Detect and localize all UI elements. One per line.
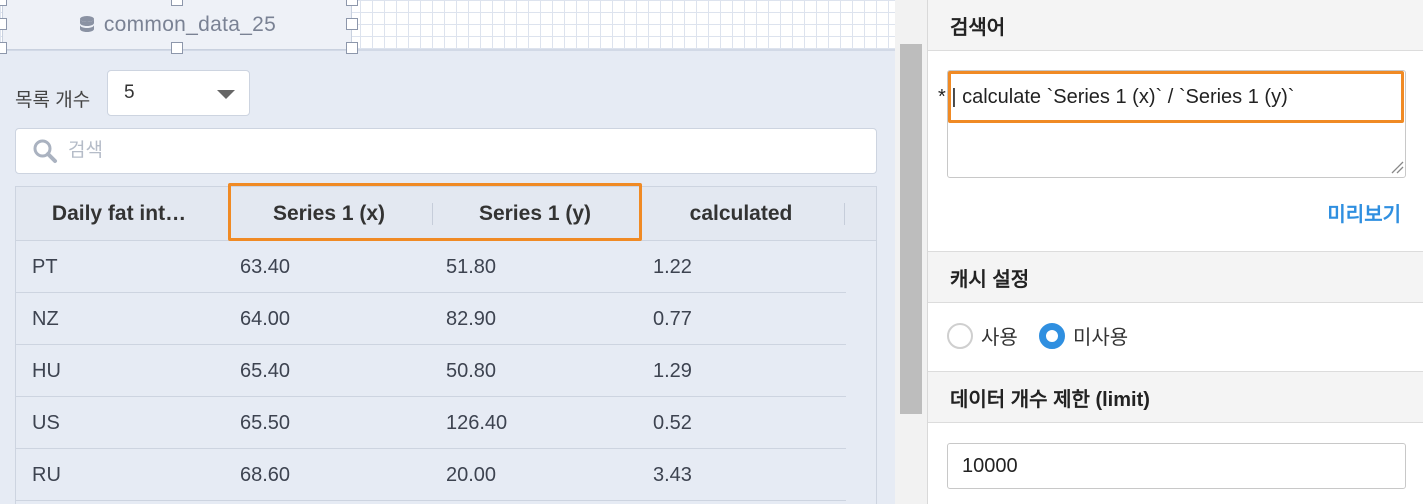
- chevron-down-icon: [217, 90, 235, 99]
- cache-option-nouse[interactable]: 미사용: [1039, 321, 1128, 350]
- resize-handle[interactable]: [0, 0, 7, 6]
- table-cell: 68.60: [240, 463, 291, 486]
- table-cell: 65.50: [240, 411, 291, 434]
- table-row[interactable]: NZ 64.00 82.90 0.77: [16, 293, 846, 345]
- list-count-value: 5: [124, 82, 135, 103]
- resize-handle[interactable]: [0, 42, 7, 54]
- table-cell: 0.77: [653, 307, 692, 330]
- table-cell: 1.29: [653, 359, 692, 382]
- search-icon: [33, 139, 57, 163]
- table-cell: US: [32, 411, 60, 434]
- table-cell: RU: [32, 463, 61, 486]
- radio-label: 미사용: [1073, 327, 1129, 349]
- cache-option-use[interactable]: 사용: [947, 321, 1018, 350]
- search-input[interactable]: [68, 140, 768, 162]
- widget-title: common_data_25: [103, 12, 277, 36]
- resize-handle[interactable]: [346, 42, 358, 54]
- radio-unchecked-icon[interactable]: [947, 322, 973, 349]
- list-count-select[interactable]: 5: [107, 70, 250, 116]
- data-table: Daily fat int… Series 1 (x) Series 1 (y)…: [15, 186, 877, 504]
- column-header[interactable]: Series 1 (x): [272, 202, 386, 225]
- table-cell: NZ: [32, 307, 59, 330]
- column-header[interactable]: Series 1 (y): [478, 202, 592, 225]
- resize-handle[interactable]: [171, 0, 183, 6]
- resize-handle[interactable]: [0, 18, 7, 30]
- table-cell: 3.43: [653, 463, 692, 486]
- table-cell: 1.22: [653, 255, 692, 278]
- query-highlight-box: [948, 71, 1404, 123]
- canvas-divider: [0, 49, 895, 51]
- limit-input[interactable]: [947, 443, 1406, 489]
- resize-handle[interactable]: [346, 0, 358, 6]
- radio-checked-icon[interactable]: [1039, 322, 1065, 349]
- list-count-label: 목록 개수: [15, 90, 91, 111]
- query-textarea[interactable]: [947, 70, 1406, 178]
- cache-section-title: 캐시 설정: [928, 251, 1423, 303]
- column-header[interactable]: Daily fat int…: [51, 202, 187, 225]
- table-row[interactable]: PT 63.40 51.80 1.22: [16, 241, 846, 293]
- table-cell: 20.00: [446, 463, 497, 486]
- table-cell: 63.40: [240, 255, 291, 278]
- resize-handle[interactable]: [171, 42, 183, 54]
- table-cell: 50.80: [446, 359, 497, 382]
- table-cell: 82.90: [446, 307, 497, 330]
- table-cell: 51.80: [446, 255, 497, 278]
- column-header[interactable]: calculated: [689, 202, 793, 225]
- resize-grip-icon[interactable]: [1390, 160, 1404, 174]
- dashboard-canvas: common_data_25 목록 개수 5 Daily fat int… Se…: [0, 0, 895, 504]
- properties-panel: 검색어 * | calculate `Series 1 (x)` / `Seri…: [927, 0, 1423, 504]
- query-text[interactable]: * | calculate `Series 1 (x)` / `Series 1…: [938, 86, 1295, 108]
- table-cell: PT: [32, 255, 58, 278]
- table-cell: 64.00: [240, 307, 291, 330]
- scrollbar-thumb[interactable]: [900, 44, 922, 414]
- search-box[interactable]: [15, 128, 877, 174]
- query-section-title: 검색어: [928, 0, 1423, 51]
- column-separator: [432, 203, 433, 225]
- preview-link[interactable]: 미리보기: [1327, 204, 1401, 226]
- database-icon: [79, 15, 94, 32]
- table-header: Daily fat int… Series 1 (x) Series 1 (y)…: [16, 187, 876, 241]
- limit-section-title: 데이터 개수 제한 (limit): [928, 371, 1423, 423]
- resize-handle[interactable]: [346, 18, 358, 30]
- table-cell: 126.40: [446, 411, 508, 434]
- radio-label: 사용: [981, 327, 1018, 349]
- table-cell: 0.52: [653, 411, 692, 434]
- table-row[interactable]: HU 65.40 50.80 1.29: [16, 345, 846, 397]
- table-cell: HU: [32, 359, 61, 382]
- column-separator: [844, 203, 845, 225]
- table-row[interactable]: RU 68.60 20.00 3.43: [16, 449, 846, 501]
- table-row[interactable]: US 65.50 126.40 0.52: [16, 397, 846, 449]
- table-cell: 65.40: [240, 359, 291, 382]
